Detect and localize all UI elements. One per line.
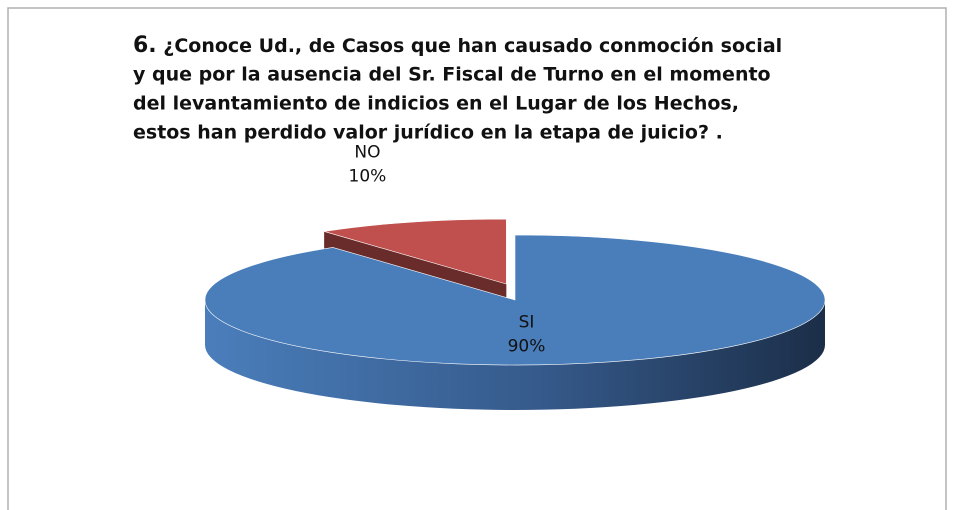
title-number: 6. <box>133 33 157 58</box>
title-line: ¿Conoce Ud., de Casos que han causado co… <box>163 35 782 57</box>
data-label-category: NO <box>354 142 380 162</box>
slice-side <box>205 300 825 410</box>
data-label-value: 10% <box>349 166 387 186</box>
title-line: estos han perdido valor jurídico en la e… <box>133 122 723 144</box>
data-label-category: SI <box>519 313 535 333</box>
data-label-value: 90% <box>508 337 546 357</box>
chart-title: 6. ¿Conoce Ud., de Casos que han causado… <box>133 33 782 58</box>
title-line: del levantamiento de indicios en el Luga… <box>133 93 739 115</box>
slice <box>324 218 507 285</box>
title-line: y que por la ausencia del Sr. Fiscal de … <box>133 64 771 86</box>
slice <box>204 234 826 366</box>
